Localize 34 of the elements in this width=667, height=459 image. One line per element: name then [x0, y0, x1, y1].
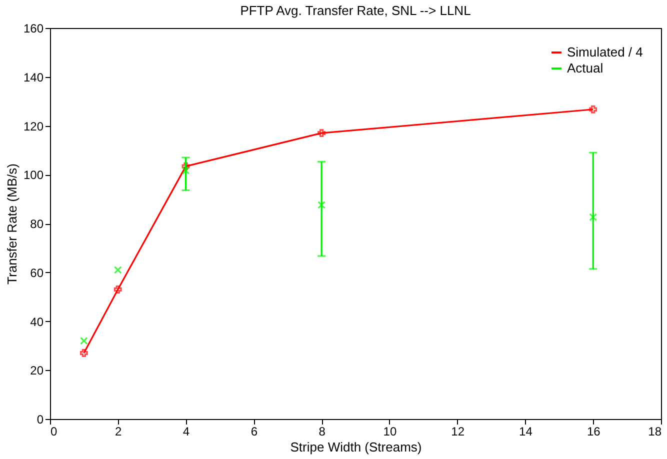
point	[80, 349, 88, 357]
x-tick-label: 18	[648, 424, 662, 438]
y-tick-label: 160	[23, 22, 44, 36]
x-tick-label: 8	[318, 424, 326, 438]
point	[114, 266, 122, 274]
y-tick-label: 100	[23, 168, 44, 182]
x-tick-label: 14	[519, 424, 533, 438]
x-axis-title: Stripe Width (Streams)	[290, 440, 422, 454]
y-tick-label: 20	[30, 364, 44, 378]
point	[182, 162, 190, 170]
point	[589, 105, 598, 114]
y-tick-label: 80	[30, 217, 44, 231]
x-tick-label: 2	[115, 424, 122, 438]
x-tick-label: 6	[250, 424, 258, 438]
y-tick-label: 40	[30, 314, 44, 329]
point	[80, 336, 88, 345]
chart-title: PFTP Avg. Transfer Rate, SNL --> LLNL	[240, 3, 471, 18]
x-tick-label: 4	[182, 424, 190, 438]
y-tick-label: 0	[36, 412, 44, 426]
x-tick-label: 10	[383, 424, 397, 438]
point	[182, 166, 190, 174]
y-axis-title: Transfer Rate (MB/s)	[4, 164, 20, 284]
x-tick-label: 0	[50, 424, 58, 438]
y-tick-label: 140	[23, 70, 44, 84]
point	[318, 200, 326, 209]
x-tick-label: 16	[586, 424, 601, 438]
x-tick-label: 12	[451, 424, 465, 438]
point	[318, 129, 326, 138]
point	[589, 213, 598, 222]
y-tick-label: 60	[30, 266, 44, 280]
legend-label: Simulated / 4	[567, 44, 643, 60]
point	[114, 286, 122, 294]
y-tick-label: 120	[23, 119, 44, 134]
legend-label: Actual	[567, 60, 604, 76]
